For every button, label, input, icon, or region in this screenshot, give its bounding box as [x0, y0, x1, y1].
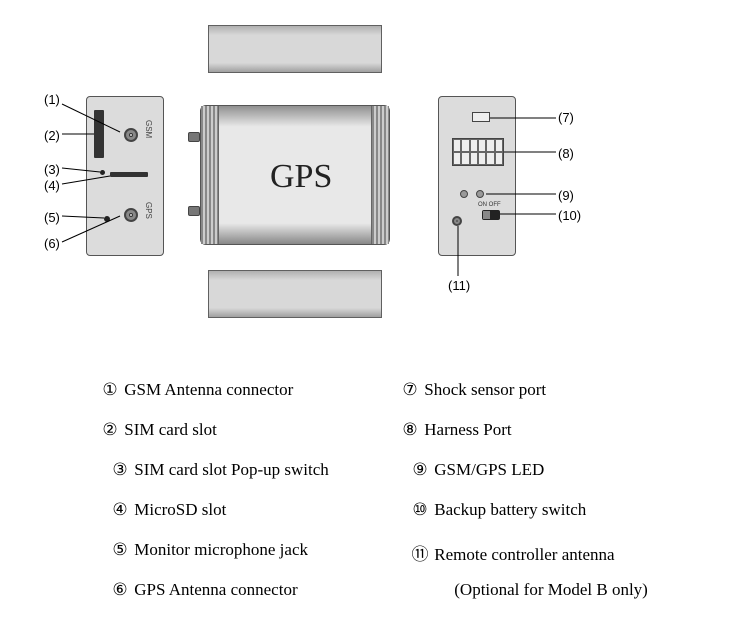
- gps-antenna-connector: [124, 208, 138, 222]
- legend-item-right: ⑦ Shock sensor port: [400, 380, 700, 420]
- legend-text: MicroSD slot: [134, 500, 226, 519]
- legend-text: Shock sensor port: [424, 380, 546, 399]
- legend-item-left: ③ SIM card slot Pop-up switch: [100, 460, 400, 500]
- legend-num: ②: [100, 420, 120, 440]
- legend-item-right: ⑪ Remote controller antenna: [400, 540, 700, 580]
- legend-item-left: ④ MicroSD slot: [100, 500, 400, 540]
- harness-port: [452, 138, 504, 166]
- gsm-led: [460, 190, 468, 198]
- switch-label-text: ON OFF: [478, 202, 501, 208]
- legend-num: ⑦: [400, 380, 420, 400]
- sim-card-slot: [94, 110, 104, 158]
- legend-text: GSM/GPS LED: [434, 460, 544, 479]
- callout-microsd-slot: (4): [44, 178, 60, 193]
- device-label: GPS: [270, 158, 332, 196]
- callout-popup-switch: (3): [44, 162, 60, 177]
- legend-row: ⑤ Monitor microphone jack⑪ Remote contro…: [100, 540, 720, 580]
- legend-item-left: ② SIM card slot: [100, 420, 400, 460]
- top-cover-panel: [208, 25, 382, 73]
- legend-item-left: ⑤ Monitor microphone jack: [100, 540, 400, 580]
- callout-shock-port: (7): [558, 110, 574, 125]
- legend-item-left: ① GSM Antenna connector: [100, 380, 400, 420]
- callout-battery-switch: (10): [558, 208, 581, 223]
- legend-num: ⑨: [410, 460, 430, 480]
- legend-row: ④ MicroSD slot⑩ Backup battery switch: [100, 500, 720, 540]
- harness-pin-grid: [453, 139, 503, 165]
- callout-gps-connector: (6): [44, 236, 60, 251]
- legend-num: ⑤: [110, 540, 130, 560]
- legend-text: Harness Port: [424, 420, 511, 439]
- sim-popup-switch: [100, 170, 105, 175]
- legend: ① GSM Antenna connector⑦ Shock sensor po…: [100, 380, 720, 620]
- legend-text: SIM card slot: [124, 420, 217, 439]
- callout-mic-jack: (5): [44, 210, 60, 225]
- legend-text: (Optional for Model B only): [454, 580, 648, 599]
- body-connector-stub: [188, 132, 200, 142]
- legend-num: ⑩: [410, 500, 430, 520]
- legend-num: ③: [110, 460, 130, 480]
- legend-text: Monitor microphone jack: [134, 540, 308, 559]
- callout-remote-antenna: (11): [448, 278, 470, 293]
- callout-sim-slot: (2): [44, 128, 60, 143]
- diagram-area: GPS GSM GPS ON OFF (1) (2) (3)(4) (5) (6) (7)…: [0, 10, 742, 350]
- legend-text: GPS Antenna connector: [134, 580, 297, 599]
- microsd-slot: [110, 172, 148, 177]
- gps-text-label: GPS: [144, 202, 153, 219]
- microphone-jack: [104, 216, 110, 222]
- gsm-text-label: GSM: [144, 120, 153, 138]
- shock-sensor-port: [472, 112, 490, 122]
- callout-gsm-gps-led: (9): [558, 188, 574, 203]
- legend-text: GSM Antenna connector: [124, 380, 293, 399]
- legend-item-right: ⑩ Backup battery switch: [400, 500, 700, 540]
- body-connector-stub: [188, 206, 200, 216]
- heatsink-fins-right: [371, 106, 389, 244]
- heatsink-fins-left: [201, 106, 219, 244]
- legend-item-left: ⑥ GPS Antenna connector: [100, 580, 400, 620]
- legend-text: Backup battery switch: [434, 500, 586, 519]
- legend-row: ⑥ GPS Antenna connector (Optional for Mo…: [100, 580, 720, 620]
- backup-battery-switch: [482, 210, 500, 220]
- legend-num: ④: [110, 500, 130, 520]
- legend-num: ①: [100, 380, 120, 400]
- legend-num: ⑥: [110, 580, 130, 600]
- bottom-cover-panel: [208, 270, 382, 318]
- legend-num: ⑧: [400, 420, 420, 440]
- legend-text: SIM card slot Pop-up switch: [134, 460, 329, 479]
- legend-item-right: (Optional for Model B only): [400, 580, 700, 620]
- legend-item-right: ⑧ Harness Port: [400, 420, 700, 460]
- legend-row: ③ SIM card slot Pop-up switch⑨ GSM/GPS L…: [100, 460, 720, 500]
- callout-harness-port: (8): [558, 146, 574, 161]
- remote-controller-antenna: [452, 216, 462, 226]
- legend-text: Remote controller antenna: [434, 545, 614, 564]
- gsm-antenna-connector: [124, 128, 138, 142]
- legend-item-right: ⑨ GSM/GPS LED: [400, 460, 700, 500]
- legend-row: ② SIM card slot⑧ Harness Port: [100, 420, 720, 460]
- legend-row: ① GSM Antenna connector⑦ Shock sensor po…: [100, 380, 720, 420]
- callout-gsm-connector: (1): [44, 92, 60, 107]
- legend-num: ⑪: [410, 540, 430, 565]
- gps-led: [476, 190, 484, 198]
